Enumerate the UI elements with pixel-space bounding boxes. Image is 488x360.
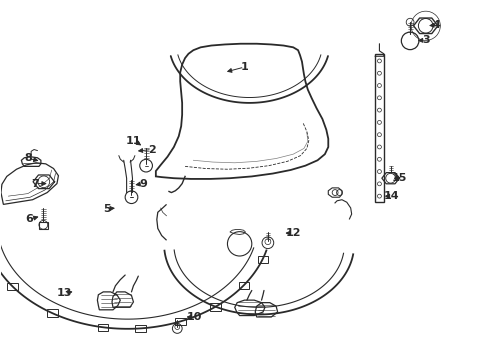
Text: 2: 2 xyxy=(148,144,156,154)
Text: 5: 5 xyxy=(103,204,111,214)
Bar xyxy=(135,325,145,332)
Text: 4: 4 xyxy=(432,20,440,30)
Bar xyxy=(174,318,185,325)
Bar xyxy=(210,303,221,311)
Text: 3: 3 xyxy=(421,35,428,45)
Text: 10: 10 xyxy=(187,312,202,322)
Text: 14: 14 xyxy=(383,191,399,201)
Text: 8: 8 xyxy=(25,153,33,163)
Bar xyxy=(257,256,268,263)
Bar xyxy=(238,282,249,289)
Text: 11: 11 xyxy=(126,136,142,145)
Text: 6: 6 xyxy=(25,215,33,224)
Text: 15: 15 xyxy=(391,173,406,183)
Bar xyxy=(374,54,383,202)
Bar xyxy=(7,283,18,290)
Text: 12: 12 xyxy=(285,228,300,238)
Text: 1: 1 xyxy=(240,62,248,72)
Bar xyxy=(98,324,108,331)
Bar xyxy=(47,310,58,317)
Bar xyxy=(39,222,48,229)
Text: 13: 13 xyxy=(57,288,72,298)
Text: 7: 7 xyxy=(31,179,39,189)
Text: 9: 9 xyxy=(139,179,147,189)
